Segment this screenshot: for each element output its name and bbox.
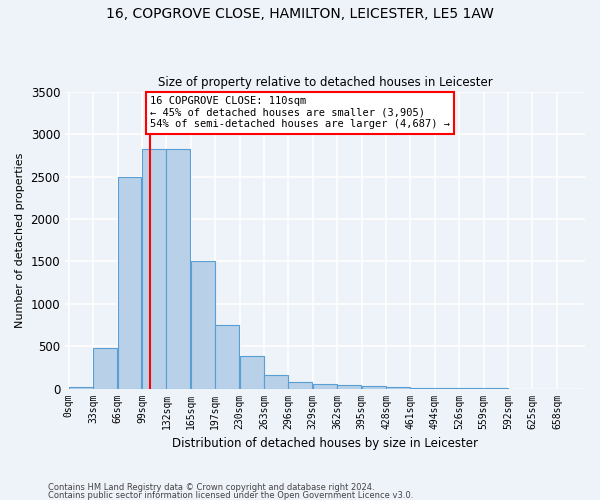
- Bar: [191, 262, 215, 388]
- Bar: [386, 387, 410, 388]
- Text: Contains public sector information licensed under the Open Government Licence v3: Contains public sector information licen…: [48, 490, 413, 500]
- Text: 16, COPGROVE CLOSE, HAMILTON, LEICESTER, LE5 1AW: 16, COPGROVE CLOSE, HAMILTON, LEICESTER,…: [106, 8, 494, 22]
- Bar: [337, 384, 361, 388]
- X-axis label: Distribution of detached houses by size in Leicester: Distribution of detached houses by size …: [172, 437, 478, 450]
- Bar: [142, 149, 166, 388]
- Bar: [264, 376, 288, 388]
- Title: Size of property relative to detached houses in Leicester: Size of property relative to detached ho…: [158, 76, 493, 90]
- Text: Contains HM Land Registry data © Crown copyright and database right 2024.: Contains HM Land Registry data © Crown c…: [48, 484, 374, 492]
- Bar: [166, 149, 190, 388]
- Bar: [118, 177, 142, 388]
- Bar: [215, 325, 239, 388]
- Bar: [239, 356, 263, 388]
- Bar: [313, 384, 337, 388]
- Bar: [362, 386, 386, 388]
- Bar: [69, 387, 92, 388]
- Y-axis label: Number of detached properties: Number of detached properties: [15, 152, 25, 328]
- Bar: [289, 382, 313, 388]
- Text: 16 COPGROVE CLOSE: 110sqm
← 45% of detached houses are smaller (3,905)
54% of se: 16 COPGROVE CLOSE: 110sqm ← 45% of detac…: [150, 96, 450, 130]
- Bar: [93, 348, 117, 389]
